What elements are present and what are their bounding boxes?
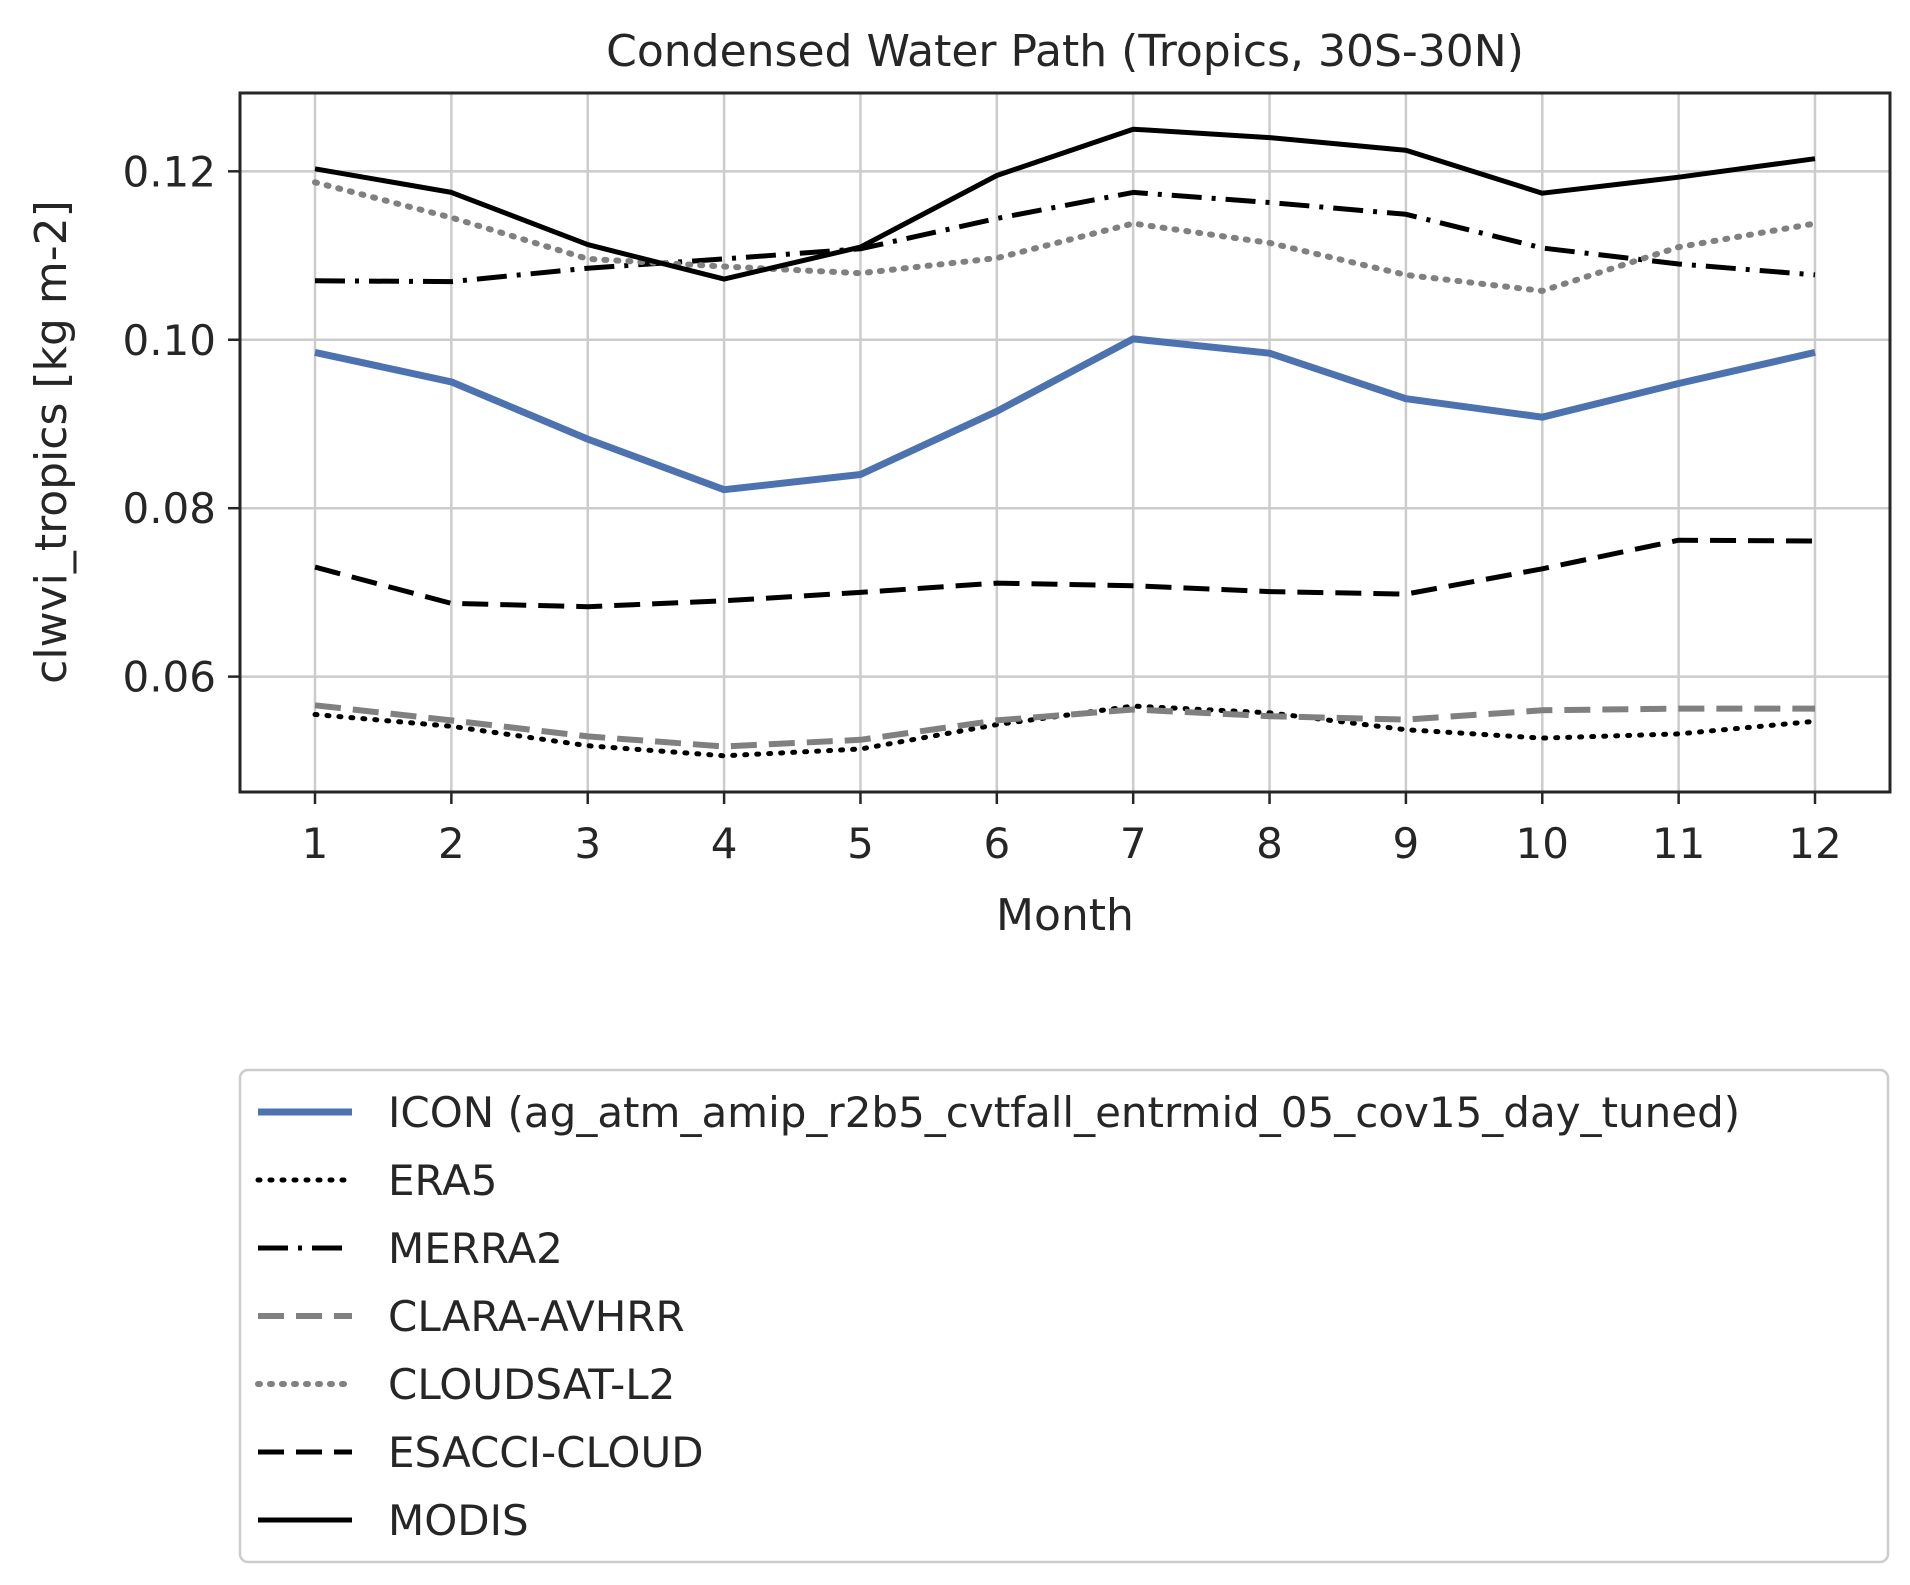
plot-frame	[238, 91, 1892, 794]
series-line-era5	[312, 703, 1818, 759]
x-tick-label: 7	[1120, 819, 1147, 868]
x-tick-label: 10	[1516, 819, 1569, 868]
x-tick-label: 2	[438, 819, 465, 868]
series-line-merra2	[314, 189, 1816, 285]
series-line-icon	[314, 335, 1816, 494]
x-tick-label: 9	[1393, 819, 1420, 868]
legend-label: CLARA-AVHRR	[388, 1292, 685, 1341]
y-tick-label: 0.12	[122, 147, 216, 196]
y-tick-label: 0.10	[122, 316, 216, 365]
y-tick-label: 0.08	[122, 484, 216, 533]
legend: ICON (ag_atm_amip_r2b5_cvtfall_entrmid_0…	[238, 1068, 1890, 1564]
legend-label: ESACCI-CLOUD	[388, 1428, 704, 1477]
legend-items: ICON (ag_atm_amip_r2b5_cvtfall_entrmid_0…	[255, 1088, 1740, 1545]
series-line-modis	[314, 126, 1816, 282]
chart-title: Condensed Water Path (Tropics, 30S-30N)	[606, 26, 1524, 77]
x-tick-label: 1	[302, 819, 329, 868]
axis-ticks: 1 2 3 4 5 6 7 8 9 10 11 120.060.080.100.12	[122, 147, 1841, 868]
series-lines	[312, 126, 1818, 759]
legend-label: MERRA2	[388, 1224, 563, 1273]
y-tick-label: 0.06	[122, 653, 216, 702]
series-line-clara-avhrr	[314, 702, 1815, 750]
x-tick-label: 3	[574, 819, 601, 868]
legend-label: ERA5	[388, 1156, 497, 1205]
legend-frame	[238, 1068, 1890, 1564]
x-axis-label: Month	[996, 890, 1134, 941]
x-tick-label: 5	[847, 819, 874, 868]
gridlines	[240, 93, 1890, 792]
x-tick-label: 11	[1652, 819, 1705, 868]
x-tick-label: 6	[983, 819, 1010, 868]
legend-label: ICON (ag_atm_amip_r2b5_cvtfall_entrmid_0…	[388, 1088, 1740, 1137]
x-tick-label: 4	[711, 819, 738, 868]
series-line-esacci-cloud	[314, 537, 1816, 610]
legend-label: MODIS	[388, 1496, 529, 1545]
y-axis-label: clwvi_tropics [kg m-2]	[26, 200, 77, 684]
x-tick-label: 8	[1256, 819, 1283, 868]
series-line-cloudsat-l2	[312, 179, 1818, 294]
x-tick-label: 12	[1788, 819, 1841, 868]
legend-label: CLOUDSAT-L2	[388, 1360, 675, 1409]
